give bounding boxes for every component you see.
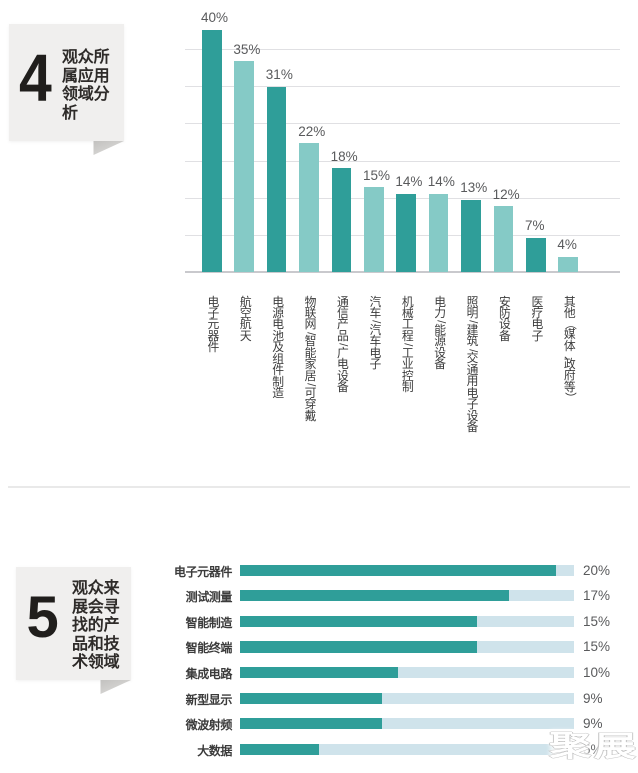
- x-axis-line: [185, 271, 620, 274]
- bar-value-label: 40%: [201, 10, 229, 26]
- row-bar-fill: [240, 718, 383, 730]
- bar-通信产品/广电设备: [331, 168, 352, 273]
- gridline: [185, 123, 620, 125]
- bar-category-label: 照明 / 建筑 / 交通用电子设备: [466, 294, 481, 435]
- row-category-label: 微波射频: [185, 718, 233, 733]
- juzhan-watermark-glow: 聚展: [549, 731, 638, 763]
- bar-category-label: 通信产品 / 广电设备: [336, 294, 351, 395]
- row-category-label: 智能制造: [185, 615, 233, 630]
- row-value-label: 15%: [583, 613, 611, 629]
- row-category-label: 测试测量: [185, 590, 233, 605]
- row-category-label: 大数据: [197, 743, 232, 758]
- row-value-label: 20%: [583, 562, 611, 578]
- row-bar-fill: [240, 743, 320, 756]
- bar-航空航天: [234, 61, 255, 273]
- bar-category-label: 电力 / 能源设备: [433, 294, 448, 372]
- row-bar-track: [240, 641, 574, 653]
- bar-value-label: 12%: [492, 186, 520, 202]
- row-bar-track: [240, 743, 574, 756]
- section4-title: 观众所 属应用 领域分 析: [62, 49, 110, 122]
- row-bar-track: [240, 692, 574, 704]
- section5-title: 观众来 展会寻 找的产 品和技 术领域: [72, 580, 120, 672]
- bar-电子元器件: [202, 29, 222, 273]
- section4-badge-box: [9, 24, 124, 141]
- row-category-label: 电子元器件: [173, 564, 232, 579]
- bar-电力/能源设备: [428, 193, 449, 273]
- bar-category-label: 安防设备: [499, 294, 511, 343]
- products-tech-chart: 电子元器件 20% 测试测量 17% 智能制造 15% 智能终端 15% 集成电路 10% 新型显示…: [0, 540, 638, 773]
- row-bar-fill: [240, 590, 509, 602]
- row-bar-track: [240, 564, 574, 576]
- row-bar-track: [240, 718, 574, 730]
- row-bar-track: [240, 667, 574, 679]
- row-value-label: 10%: [583, 665, 611, 680]
- bar-汽车/汽车电子: [364, 187, 384, 273]
- row-value-label: 5%: [583, 741, 603, 757]
- row-category-label: 智能终端: [185, 641, 233, 656]
- bar-照明/建筑/交通用电子设备: [461, 199, 481, 273]
- row-bar-fill: [240, 564, 557, 576]
- row-bar-fill: [240, 667, 399, 679]
- row-bar-fill: [240, 692, 383, 704]
- bar-value-label: 35%: [233, 41, 261, 57]
- bar-物联网/智能家居/可穿戴: [299, 143, 319, 273]
- row-bar-fill: [240, 641, 478, 653]
- bar-医疗电子: [526, 237, 546, 273]
- bar-value-label: 15%: [363, 167, 391, 183]
- bar-value-label: 31%: [265, 67, 293, 83]
- row-value-label: 15%: [583, 639, 611, 655]
- bar-机械工程/工业控制: [396, 193, 417, 273]
- bar-category-label: 电子元器件: [207, 294, 220, 355]
- bar-安防设备: [493, 206, 514, 273]
- bar-category-label: 医疗电子: [531, 294, 544, 343]
- bar-category-label: 航空航天: [239, 294, 252, 343]
- row-bar-track: [240, 615, 574, 628]
- bar-category-label: 汽车 / 汽车电子: [369, 294, 384, 372]
- section-divider: [8, 486, 630, 488]
- bar-value-label: 22%: [298, 123, 326, 139]
- bar-category-label: 物联网 / 智能家居 / 可穿戴: [304, 294, 319, 423]
- bar-value-label: 18%: [330, 148, 358, 164]
- bar-value-label: 14%: [395, 174, 423, 190]
- row-category-label: 集成电路: [185, 667, 233, 681]
- row-category-label: 新型显示: [185, 692, 233, 707]
- section5-badge-tail: [100, 680, 131, 694]
- section4-badge-tail: [93, 141, 124, 155]
- bar-category-label: 机械工程 / 工业控制: [401, 294, 416, 395]
- audience-fields-chart: 40% 电子元器件 35% 航空航天 31% 电源电池及组件制造 22% 物联网 / 智能家居 / 可…: [185, 10, 620, 435]
- section4-number: 4: [19, 40, 52, 116]
- bar-category-label: 电源电池及组件制造: [272, 294, 285, 400]
- bar-其他（媒体、政府等）: [558, 256, 579, 273]
- row-bar-track: [240, 590, 574, 602]
- gridline: [185, 86, 620, 88]
- bar-category-label: 其他（媒体、政府等）: [563, 294, 578, 405]
- gridline: [185, 160, 620, 162]
- juzhan-watermark: 聚展: [549, 731, 638, 763]
- section5-number: 5: [26, 584, 59, 650]
- bar-value-label: 4%: [557, 237, 577, 253]
- row-value-label: 9%: [583, 690, 603, 706]
- row-bar-fill: [240, 615, 478, 628]
- bar-value-label: 13%: [460, 180, 488, 196]
- section5-badge-box: [16, 567, 131, 680]
- bar-value-label: 14%: [427, 174, 455, 190]
- gridline: [185, 49, 620, 51]
- bar-电源电池及组件制造: [266, 86, 287, 273]
- row-value-label: 17%: [583, 588, 611, 604]
- bar-value-label: 7%: [525, 218, 545, 234]
- row-value-label: 9%: [583, 716, 603, 732]
